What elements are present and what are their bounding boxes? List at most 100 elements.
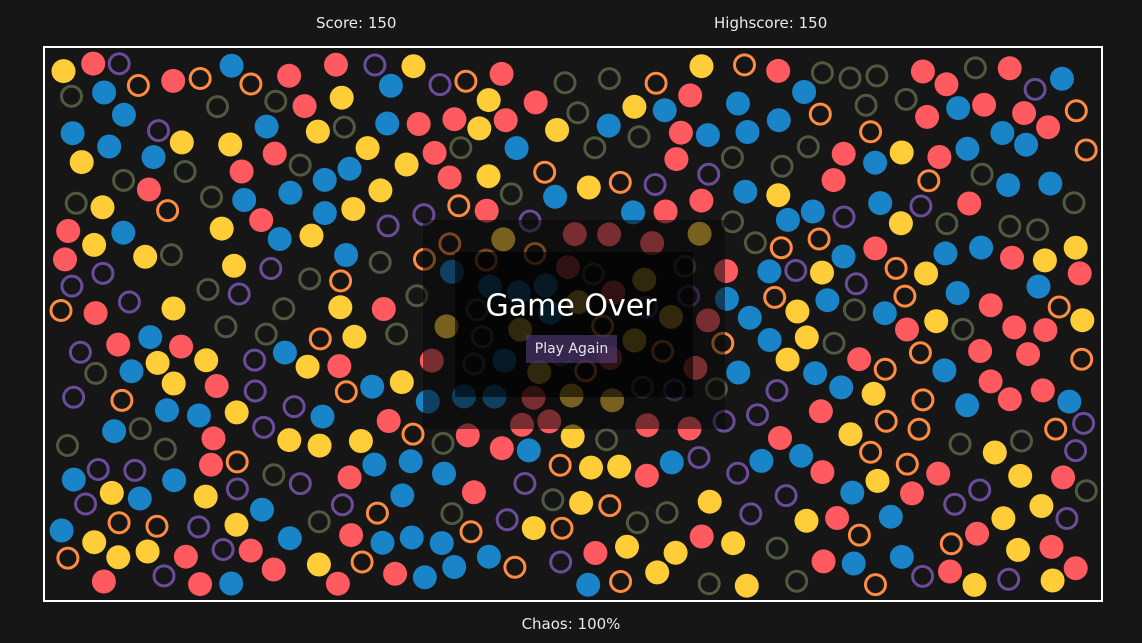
ball	[775, 347, 800, 372]
ring	[697, 572, 721, 596]
ring	[211, 538, 235, 561]
ring	[625, 511, 649, 535]
highscore-label: Highscore: 150	[714, 14, 828, 32]
ring	[655, 501, 679, 525]
ball	[106, 332, 131, 357]
ball	[924, 309, 949, 334]
ball	[133, 244, 158, 269]
ball	[516, 438, 541, 463]
ring	[431, 431, 455, 455]
ball	[997, 56, 1022, 81]
ball	[204, 374, 229, 398]
ball	[1033, 318, 1058, 343]
ring	[597, 67, 621, 91]
ball	[422, 140, 447, 165]
ball	[145, 350, 170, 375]
ring	[454, 69, 478, 93]
ring	[807, 227, 831, 251]
ring	[854, 93, 878, 117]
ball	[645, 560, 670, 585]
ball	[69, 150, 94, 175]
ball	[969, 235, 994, 260]
ring	[459, 520, 483, 544]
ring	[84, 361, 108, 385]
ball	[1040, 568, 1065, 593]
ring	[810, 61, 834, 85]
ring	[720, 146, 744, 169]
ball	[583, 541, 608, 565]
ring	[935, 212, 959, 236]
ring	[440, 502, 464, 526]
ball	[840, 480, 865, 505]
ball	[945, 281, 970, 305]
ring	[117, 290, 141, 314]
ball	[1030, 378, 1055, 403]
ring	[595, 428, 619, 452]
ring	[227, 282, 251, 306]
ring	[350, 550, 374, 574]
ring	[909, 194, 933, 218]
ring	[64, 191, 88, 215]
ring	[1064, 99, 1088, 123]
ring	[401, 422, 425, 446]
ball	[659, 450, 684, 475]
ball	[1029, 494, 1054, 518]
ball	[794, 508, 819, 533]
ring	[225, 477, 249, 501]
ring	[1074, 138, 1098, 162]
ball	[489, 436, 514, 461]
ball	[1000, 245, 1024, 270]
ball	[277, 428, 302, 453]
ball	[825, 506, 850, 530]
ball	[277, 63, 302, 88]
ball	[1057, 389, 1082, 414]
game-field[interactable]	[43, 46, 1103, 602]
ball	[97, 134, 122, 159]
ball	[219, 571, 244, 596]
ball	[312, 167, 337, 192]
ball	[81, 51, 106, 76]
ball	[432, 461, 456, 486]
ball	[299, 223, 324, 248]
ring	[187, 515, 211, 539]
ring	[550, 516, 574, 540]
ball	[337, 156, 362, 181]
ring	[808, 102, 832, 126]
ball	[355, 136, 380, 161]
ring	[998, 214, 1022, 238]
ball	[576, 175, 601, 200]
ball	[766, 108, 791, 133]
ring	[243, 379, 267, 403]
ring	[112, 168, 136, 192]
ball	[668, 120, 693, 145]
ball	[910, 59, 935, 84]
ring	[298, 267, 322, 291]
ball	[162, 468, 187, 493]
ball	[111, 102, 136, 127]
ball	[1063, 556, 1088, 581]
ball	[697, 489, 722, 514]
ball	[768, 426, 792, 450]
ring	[951, 317, 975, 341]
ball	[938, 559, 962, 584]
ball	[735, 120, 760, 144]
ball	[249, 208, 274, 233]
ball	[615, 534, 639, 559]
play-again-button[interactable]: Play Again	[526, 335, 617, 363]
ring	[822, 331, 846, 355]
ring	[332, 115, 356, 139]
ring	[334, 380, 358, 404]
ring	[598, 494, 622, 518]
ball	[362, 452, 387, 477]
ball	[161, 296, 186, 321]
ring	[796, 135, 820, 159]
ring	[769, 236, 793, 260]
ball	[292, 94, 317, 119]
ball	[775, 207, 800, 232]
ball	[219, 53, 244, 78]
ring	[609, 570, 633, 593]
ring	[1010, 429, 1033, 453]
ring	[264, 89, 288, 113]
ball	[982, 440, 1007, 465]
ball	[914, 261, 939, 286]
